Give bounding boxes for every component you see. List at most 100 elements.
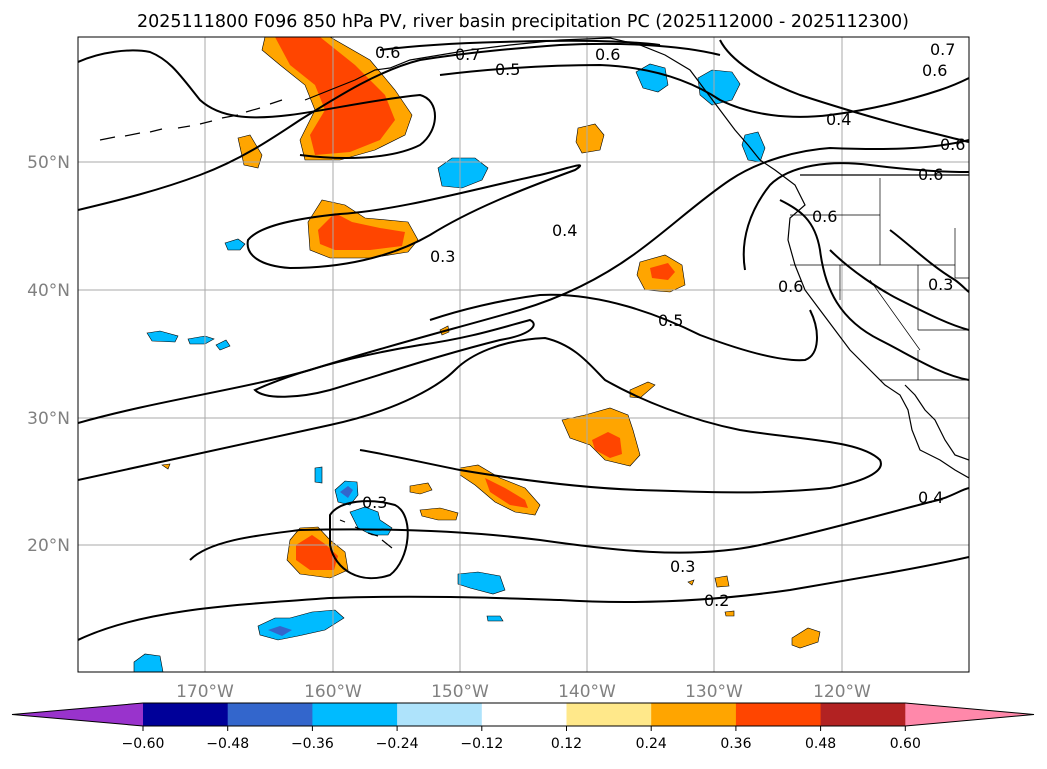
contour-label: 0.4 bbox=[826, 110, 851, 129]
precip-neg-blob-34n-165w bbox=[215, 339, 231, 351]
precip-neg-blob-35n-167w bbox=[187, 335, 215, 345]
latitude-labels: 50°N 40°N 30°N 20°N bbox=[27, 153, 70, 556]
hawaii-islands bbox=[339, 519, 393, 549]
pv-contour-0.4-north bbox=[719, 39, 969, 143]
contour-label: 0.7 bbox=[930, 40, 955, 59]
colorbar: −0.60 −0.48 −0.36 −0.24 −0.12 0.12 0.24 0.36 0.4… bbox=[11, 702, 1035, 752]
colorbar-segment bbox=[397, 703, 483, 726]
colorbar-segment bbox=[143, 703, 229, 726]
lon-label: 160°W bbox=[304, 682, 362, 702]
map-background bbox=[78, 37, 969, 672]
colorbar-tick-label: −0.60 bbox=[122, 736, 165, 752]
precip-blob-19n-160w-core bbox=[296, 535, 338, 570]
us-state-lines bbox=[790, 178, 969, 381]
precip-neg-blob-43n-168w bbox=[224, 238, 246, 251]
colorbar-tick-label: 0.48 bbox=[805, 736, 836, 752]
contour-label: 0.7 bbox=[455, 45, 480, 64]
precip-blob-42n-135w-core bbox=[650, 263, 675, 280]
pv-contour-0.5-north bbox=[439, 63, 969, 118]
map-title: 2025111800 F096 850 hPa PV, river basin … bbox=[137, 12, 909, 32]
lon-label: 170°W bbox=[176, 682, 234, 702]
colorbar-tick-label: −0.36 bbox=[291, 736, 334, 752]
contour-label: 0.6 bbox=[595, 45, 620, 64]
contour-label: 0.3 bbox=[670, 557, 695, 576]
contour-label: 0.4 bbox=[552, 221, 577, 240]
pv-contour-0.5-mid bbox=[429, 293, 818, 362]
colorbar-extend-high bbox=[905, 703, 1034, 726]
pv-contour-0.7 bbox=[379, 39, 661, 51]
precip-neg-blob-25n-161w bbox=[314, 466, 323, 484]
precip-neg-blob-50n-151w bbox=[437, 157, 489, 189]
na-west-coast bbox=[759, 159, 969, 479]
precip-blob-17n-131w-tiny bbox=[687, 579, 695, 586]
contour-label: 0.6 bbox=[922, 61, 947, 80]
pv-contour-0.5 bbox=[78, 336, 882, 494]
precip-neg-blob-35n-172w bbox=[146, 330, 179, 343]
colorbar-extend-low bbox=[12, 703, 143, 726]
lon-label: 140°W bbox=[558, 682, 616, 702]
colorbar-tick-label: 0.60 bbox=[890, 736, 921, 752]
colorbar-segment bbox=[735, 703, 822, 726]
colorbar-tick-label: −0.24 bbox=[376, 736, 419, 752]
colorbar-segment bbox=[481, 703, 567, 726]
precip-blob-26n-170w-tiny bbox=[161, 463, 171, 470]
colorbar-segment bbox=[820, 703, 906, 726]
precip-blob-32n-137w bbox=[629, 381, 656, 399]
pv-contour-0.6-north bbox=[78, 49, 436, 159]
lat-label: 20°N bbox=[27, 536, 70, 556]
colorbar-segment bbox=[566, 703, 652, 726]
colorbar-tick-label: −0.12 bbox=[460, 736, 503, 752]
pv-contour-0.4-inner bbox=[253, 318, 535, 398]
contour-label: 0.6 bbox=[778, 277, 803, 296]
precip-blob-24n-145w-core bbox=[485, 478, 528, 508]
lat-label: 50°N bbox=[27, 153, 70, 173]
precip-neg-blob-55n-133w bbox=[635, 63, 669, 93]
pv-contour-0.3-hawaii bbox=[329, 500, 409, 580]
precip-blob-28n-140w-core bbox=[592, 432, 622, 458]
contour-labels: 0.7 0.6 0.5 0.6 0.4 0.3 0.4 0.5 0.6 0.6 … bbox=[362, 40, 965, 610]
contour-label: 0.6 bbox=[375, 43, 400, 62]
precip-blob-13n-123w bbox=[791, 627, 821, 649]
aleutian-islands bbox=[99, 99, 283, 141]
map-frame bbox=[77, 36, 970, 673]
contour-label: 0.6 bbox=[940, 135, 965, 154]
colorbar-tick-label: 0.36 bbox=[720, 736, 751, 752]
precip-blob-18n-128w bbox=[714, 575, 730, 588]
baja-gulf bbox=[904, 384, 969, 461]
lon-label: 130°W bbox=[685, 682, 743, 702]
positive-precip-shading bbox=[161, 37, 821, 649]
pv-contour-0.2 bbox=[78, 556, 969, 641]
colorbar-segment bbox=[312, 703, 398, 726]
precip-blob-40n-160w-core bbox=[318, 213, 405, 250]
lon-label: 150°W bbox=[431, 682, 489, 702]
precip-neg-blob-15n-149w-small bbox=[486, 615, 504, 622]
pv-contour-east-0.3 bbox=[889, 229, 969, 293]
lat-label: 40°N bbox=[27, 281, 70, 301]
colorbar-tick-label: −0.48 bbox=[206, 736, 249, 752]
pv-contour-0.6-west bbox=[78, 42, 721, 211]
pv-contour-0.3-north bbox=[246, 164, 582, 270]
precip-neg-blob-11n-174w bbox=[133, 653, 164, 672]
precip-blob-21n-150w bbox=[419, 507, 459, 521]
contour-label: 0.3 bbox=[430, 247, 455, 266]
pv-contour-east-inner bbox=[829, 249, 969, 331]
contour-label: 0.5 bbox=[658, 311, 683, 330]
pv-contour-0.6-inner bbox=[779, 199, 969, 381]
colorbar-tick-label: 0.24 bbox=[636, 736, 667, 752]
precip-neg-blob-55n-128w bbox=[697, 69, 741, 106]
lat-label: 30°N bbox=[27, 409, 70, 429]
contour-label: 0.2 bbox=[704, 591, 729, 610]
pv-contour-0.4 bbox=[78, 139, 969, 424]
contour-label: 0.5 bbox=[495, 60, 520, 79]
contour-label: 0.3 bbox=[362, 493, 387, 512]
map-area: 0.7 0.6 0.5 0.6 0.4 0.3 0.4 0.5 0.6 0.6 … bbox=[78, 37, 969, 672]
pv-contour-0.6-coast bbox=[742, 162, 969, 271]
contour-label: 0.6 bbox=[812, 207, 837, 226]
precip-blob-alaska-gulf-core bbox=[275, 37, 395, 155]
precip-blob-22n-152w bbox=[409, 482, 433, 495]
colorbar-segment bbox=[651, 703, 737, 726]
precip-neg-blob-23n-158w-core bbox=[340, 486, 353, 498]
contour-label: 0.6 bbox=[918, 165, 943, 184]
contour-label: 0.4 bbox=[918, 488, 943, 507]
